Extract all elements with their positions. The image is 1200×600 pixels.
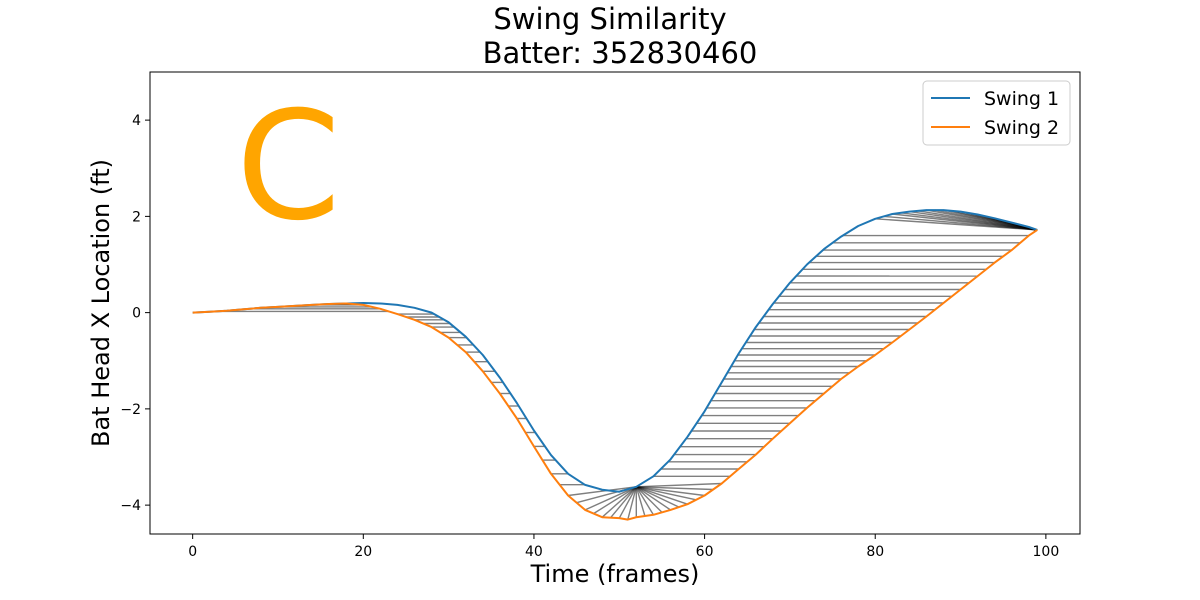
legend: Swing 1 Swing 2 <box>922 80 1071 146</box>
alignment-line <box>636 486 697 501</box>
x-tick-label: 40 <box>525 544 543 560</box>
x-tick-label: 60 <box>696 544 714 560</box>
alignment-line <box>610 486 637 519</box>
alignment-line <box>584 486 637 511</box>
alignment-line <box>636 486 714 491</box>
alignment-line <box>627 486 637 520</box>
x-tick-label: 80 <box>866 544 884 560</box>
legend-label-swing-2: Swing 2 <box>984 117 1059 139</box>
alignment-line <box>635 486 680 508</box>
alignment-line <box>601 486 637 518</box>
y-axis-ticks: −4 −2 0 2 4 <box>120 113 150 514</box>
alignment-line <box>635 486 646 517</box>
alignment-line <box>568 486 637 497</box>
x-tick-label: 20 <box>354 544 372 560</box>
x-tick-label: 0 <box>188 544 197 560</box>
y-tick-label: −2 <box>120 402 141 418</box>
legend-label-swing-1: Swing 1 <box>984 88 1059 110</box>
annotation-letter: C <box>236 80 341 254</box>
series-layer <box>192 209 1038 521</box>
y-axis-label: Bat Head X Location (ft) <box>87 159 115 447</box>
x-axis-ticks: 0 20 40 60 80 100 <box>188 534 1059 560</box>
x-axis-label: Time (frames) <box>530 560 700 588</box>
chart-subtitle: Batter: 352830460 <box>483 36 758 70</box>
alignment-line <box>636 482 722 488</box>
y-tick-label: 4 <box>132 113 141 129</box>
chart-title: Swing Similarity <box>493 2 726 36</box>
x-tick-label: 100 <box>1033 544 1060 560</box>
plot-frame <box>149 71 1081 535</box>
alignment-line <box>593 486 637 515</box>
alignment-line <box>635 486 654 516</box>
series-line-swing-2 <box>192 229 1038 521</box>
alignment-line <box>636 486 688 505</box>
y-tick-label: −4 <box>120 498 141 514</box>
alignment-line <box>635 486 663 513</box>
alignment-line <box>636 486 705 497</box>
alignment-line <box>618 486 637 519</box>
y-tick-label: 2 <box>132 209 141 225</box>
y-tick-label: 0 <box>132 306 141 322</box>
alignment-line <box>635 486 671 511</box>
